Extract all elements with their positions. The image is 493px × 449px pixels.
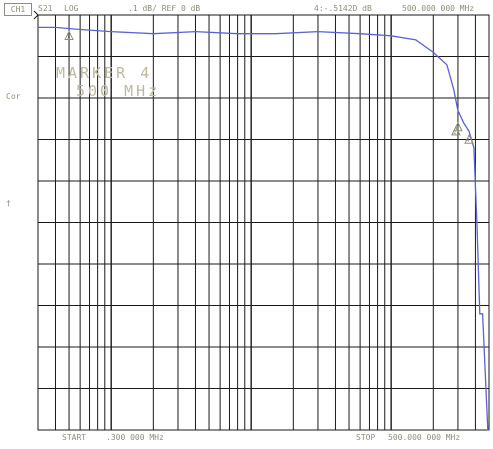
markers: 1 23 4 — [64, 30, 474, 144]
marker-id: 2 — [453, 130, 456, 136]
stop-frequency: 500.000 000 MHz — [388, 433, 461, 442]
marker-id: 3 — [455, 126, 458, 132]
marker-annotation-line2: 500 MHz — [76, 82, 161, 100]
marker-triangle — [453, 121, 463, 132]
marker-triangle — [464, 134, 474, 144]
reference-arrow — [33, 10, 39, 20]
start-label: START — [62, 433, 87, 442]
scale-label: .1 dB/ REF 0 dB — [128, 4, 201, 13]
marker-frequency: 500.000 000 MHz — [402, 4, 475, 13]
channel-indicator: CH1 — [4, 3, 32, 16]
marker-readout: 4:-.5142D dB — [314, 4, 372, 13]
marker-id: 4 — [467, 138, 470, 144]
marker-annotation-line1: MARKER 4 — [56, 64, 153, 82]
format-label: LOG — [64, 4, 79, 13]
marker-id: 1 — [67, 34, 70, 40]
trace — [38, 26, 489, 431]
correction-indicator: Cor — [6, 92, 21, 101]
marker-triangle — [64, 30, 74, 40]
stop-label: STOP — [356, 433, 376, 442]
trace-line — [38, 26, 489, 431]
graticule — [33, 10, 490, 431]
parameter-label: S21 — [38, 4, 53, 13]
marker-symbol-indicator: † — [6, 199, 11, 208]
start-frequency: .300 000 MHz — [106, 433, 164, 442]
